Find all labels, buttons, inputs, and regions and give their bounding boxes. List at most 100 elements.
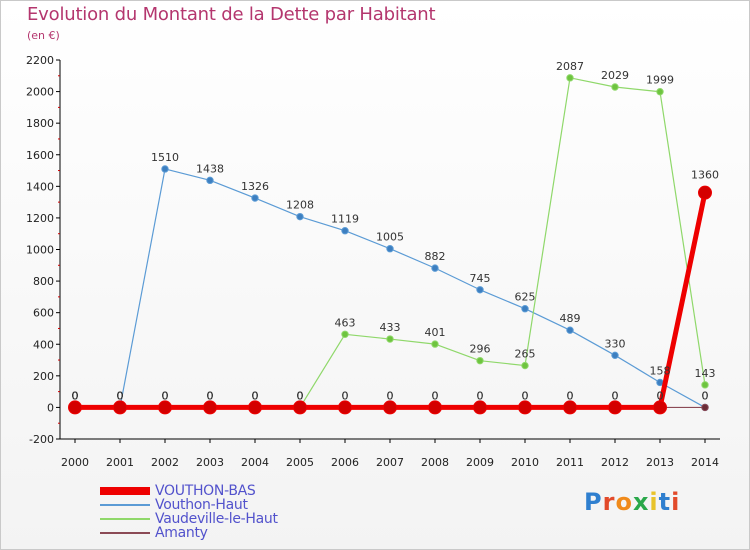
logo-letter: P [584, 488, 603, 516]
data-label-vouthon-haut: 882 [425, 250, 446, 263]
data-point-vaudeville-le-haut [431, 340, 439, 348]
data-label-vouthon-bas: 0 [612, 389, 619, 402]
x-tick-label: 2014 [691, 456, 719, 469]
data-point-vouthon-haut [386, 245, 394, 253]
data-label-vaudeville-le-haut: 0 [207, 389, 214, 402]
y-tick-label: 1800 [26, 117, 54, 130]
data-point-vouthon-bas [383, 400, 397, 415]
x-tick-label: 2011 [556, 456, 584, 469]
data-point-vouthon-bas [248, 400, 262, 415]
x-tick-label: 2010 [511, 456, 539, 469]
data-point-amanty [701, 403, 709, 412]
data-point-vouthon-haut [431, 264, 439, 272]
data-point-vouthon-haut [161, 165, 169, 173]
legend-label: VOUTHON-BAS [155, 483, 256, 499]
data-point-vaudeville-le-haut [611, 83, 619, 91]
data-label-vouthon-haut: 1208 [286, 199, 314, 212]
legend-swatch-vaudeville-le-haut [100, 518, 150, 520]
y-tick-label: 1200 [26, 212, 54, 225]
data-label-vaudeville-le-haut: 0 [72, 389, 79, 402]
data-label-vouthon-haut: 1005 [376, 231, 404, 244]
data-label-vouthon-bas: 0 [522, 389, 529, 402]
data-label-vouthon-haut: 489 [560, 312, 581, 325]
legend-label: Vouthon-Haut [155, 497, 248, 513]
data-point-vaudeville-le-haut [701, 381, 709, 389]
data-label-amanty: 0 [702, 389, 709, 402]
x-tick-label: 2013 [646, 456, 674, 469]
x-tick-label: 2009 [466, 456, 494, 469]
chart-legend: VOUTHON-BAS Vouthon-Haut Vaudeville-le-H… [100, 484, 278, 540]
data-point-vaudeville-le-haut [341, 330, 349, 339]
data-point-vouthon-haut [476, 286, 484, 294]
data-point-vouthon-bas [698, 185, 712, 200]
data-label-vouthon-bas: 0 [117, 389, 124, 402]
data-point-vouthon-bas [653, 400, 667, 415]
data-point-vouthon-haut [206, 176, 214, 185]
y-tick-label: 600 [33, 307, 54, 320]
data-label-vaudeville-le-haut: 143 [695, 367, 716, 380]
data-label-vaudeville-le-haut: 463 [335, 316, 356, 329]
data-label-vouthon-haut: 745 [470, 272, 491, 285]
data-label-amanty: 0 [612, 389, 619, 402]
data-label-vaudeville-le-haut: 433 [380, 321, 401, 334]
data-label-amanty: 0 [477, 389, 484, 402]
data-label-amanty: 0 [657, 389, 664, 402]
data-label-amanty: 0 [72, 389, 79, 402]
y-tick-label: 200 [33, 370, 54, 383]
chart-subtitle: (en €) [27, 29, 60, 42]
data-point-vouthon-haut [566, 326, 574, 334]
data-label-vouthon-haut: 1326 [241, 180, 269, 193]
data-label-vaudeville-le-haut: 0 [252, 389, 259, 402]
series-line-vouthon-bas [72, 190, 708, 410]
logo-letter: r [602, 488, 616, 516]
data-label-vaudeville-le-haut: 1999 [646, 74, 674, 87]
legend-item-vaudeville-le-haut: Vaudeville-le-Haut [100, 512, 278, 526]
chart-title: Evolution du Montant de la Dette par Hab… [27, 4, 436, 25]
x-tick-label: 2001 [106, 456, 134, 469]
data-label-vaudeville-le-haut: 2029 [601, 69, 629, 82]
data-label-vouthon-bas: 0 [477, 389, 484, 402]
data-label-vouthon-haut: 1119 [331, 213, 359, 226]
data-label-amanty: 0 [297, 389, 304, 402]
data-point-vouthon-haut [341, 227, 349, 235]
logo-letter: o [615, 488, 633, 516]
data-label-vouthon-haut: 1438 [196, 162, 224, 175]
data-label-vaudeville-le-haut: 2087 [556, 60, 584, 73]
data-label-amanty: 0 [522, 389, 529, 402]
data-label-vouthon-bas: 0 [567, 389, 574, 402]
data-point-vaudeville-le-haut [656, 88, 664, 96]
legend-swatch-vouthon-haut [100, 504, 150, 506]
data-label-amanty: 0 [117, 389, 124, 402]
data-label-vaudeville-le-haut: 296 [470, 343, 491, 356]
data-label-vouthon-bas: 0 [387, 389, 394, 402]
legend-swatch-vouthon-bas [100, 487, 150, 495]
data-point-vouthon-bas [518, 400, 532, 415]
x-tick-label: 2008 [421, 456, 449, 469]
logo-letter: t [658, 488, 672, 516]
data-label-vouthon-haut: 0 [72, 389, 79, 402]
chart-series [68, 74, 712, 415]
data-label-vouthon-bas: 0 [432, 389, 439, 402]
data-point-vouthon-bas [158, 400, 172, 415]
legend-label: Amanty [155, 525, 208, 541]
data-label-amanty: 0 [162, 389, 169, 402]
x-tick-label: 2004 [241, 456, 269, 469]
logo-letter: x [632, 488, 650, 516]
x-tick-label: 2003 [196, 456, 224, 469]
data-label-vouthon-haut: 1510 [151, 151, 179, 164]
data-label-vouthon-bas: 0 [297, 389, 304, 402]
data-label-vouthon-bas: 0 [207, 389, 214, 402]
data-label-vouthon-bas: 0 [162, 389, 169, 402]
data-label-amanty: 0 [252, 389, 259, 402]
y-tick-label: 1400 [26, 180, 54, 193]
data-point-vouthon-bas [293, 400, 307, 415]
chart-data-labels: 0 0 1510 1438 1326 1208 1119 1005 882 745 625 489 33… [72, 60, 720, 403]
data-point-vouthon-bas [203, 400, 217, 415]
chart-axes: -200020040060080010001200140016001800200… [26, 54, 720, 469]
data-point-vouthon-haut [611, 351, 619, 360]
data-label-vaudeville-le-haut: 265 [515, 348, 536, 361]
data-label-vouthon-bas: 0 [342, 389, 349, 402]
data-label-vouthon-haut: 0 [702, 389, 709, 402]
x-tick-label: 2000 [61, 456, 89, 469]
